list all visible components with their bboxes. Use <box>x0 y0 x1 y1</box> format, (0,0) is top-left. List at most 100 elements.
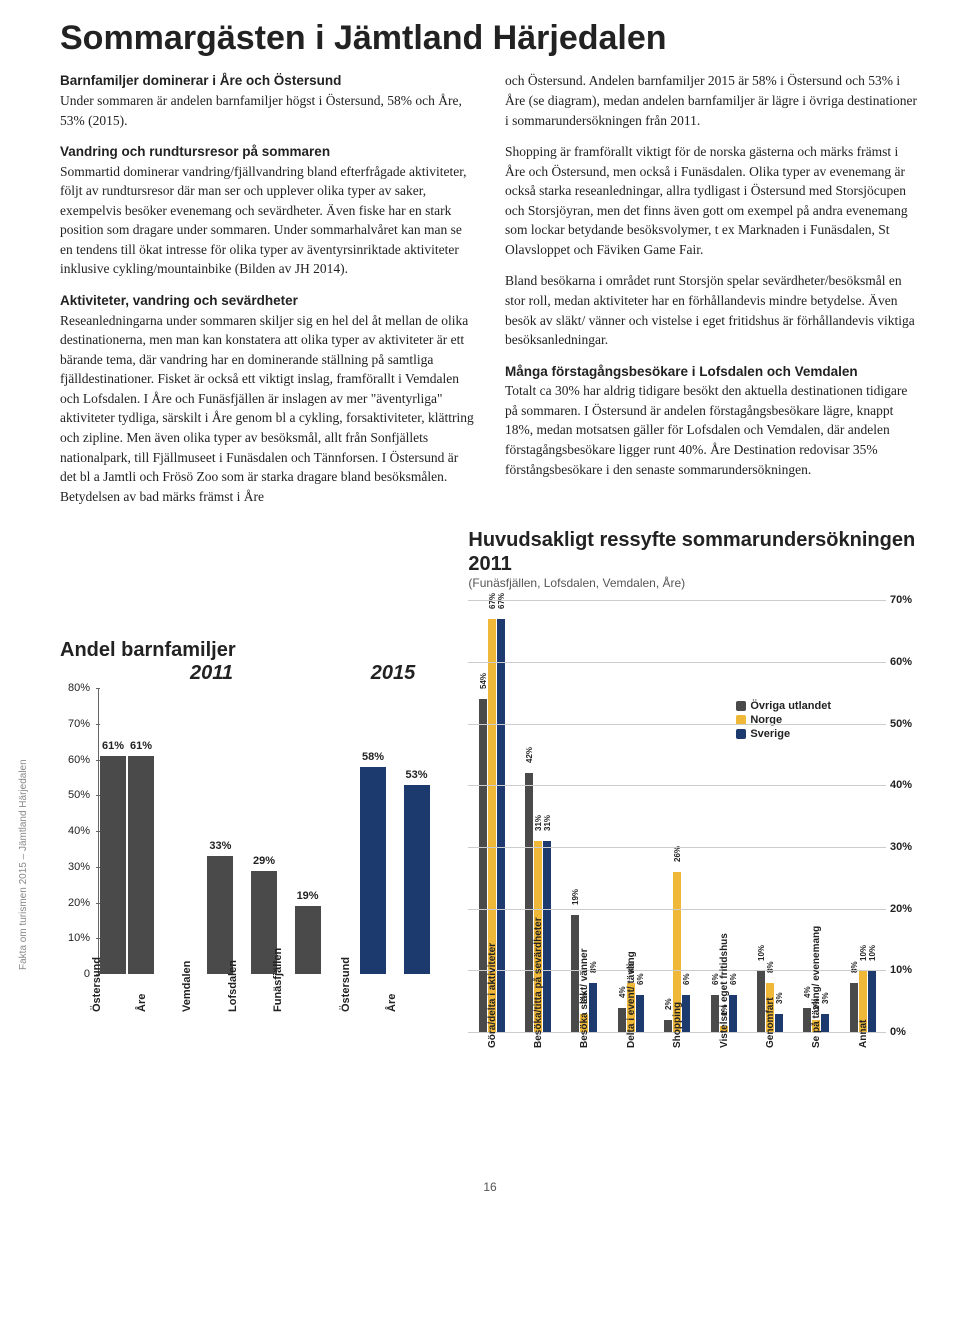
chart2-ytick-label: 60% <box>890 656 912 668</box>
legend-swatch <box>736 729 746 739</box>
chart1-year-labels: 20112015 <box>98 662 438 686</box>
chart2-ytick-label: 50% <box>890 718 912 730</box>
chart2-xlabel: Annat <box>858 1038 869 1048</box>
para-r1: och Östersund. Andelen barnfamiljer 2015… <box>505 71 920 130</box>
chart1-ylabels: 010%20%30%40%50%60%70%80% <box>60 688 94 974</box>
chart2-bar: 31% <box>543 841 551 1032</box>
lead-rest: Under sommaren är andelen barnfamiljer h… <box>60 93 462 128</box>
p3-bold: Aktiviteter, vandring och sevärdheter <box>60 293 298 308</box>
chart2-bar-label: 6% <box>636 974 645 986</box>
chart2-ytick-label: 0% <box>890 1026 906 1038</box>
chart1-ytick-label: 80% <box>68 682 90 694</box>
chart1-ytick-label: 20% <box>68 897 90 909</box>
chart1-ytick-label: 0 <box>84 968 90 980</box>
chart2-ytick-label: 10% <box>890 964 912 976</box>
legend-item: Övriga utlandet <box>736 700 831 712</box>
page-number: 16 <box>60 1180 920 1194</box>
chart2-group: 10%8%3% <box>747 600 793 1032</box>
chart1-bar: 19% <box>295 906 321 974</box>
legend-item: Sverige <box>736 728 831 740</box>
chart2-bar-label: 42% <box>525 747 534 763</box>
p2-bold: Vandring och rundtursresor på sommaren <box>60 144 330 159</box>
chart1-bar-label: 29% <box>253 855 275 867</box>
chart1-bar: 53% <box>404 785 430 974</box>
para-3: Aktiviteter, vandring och sevärdheter Re… <box>60 291 475 506</box>
chart2-xlabel: Shopping <box>672 1038 683 1048</box>
p3-rest: Reseanledningarna under sommaren skiljer… <box>60 313 474 504</box>
chart2-legend: Övriga utlandetNorgeSverige <box>736 700 831 742</box>
chart1-bar: 61% <box>100 756 126 974</box>
chart2-group: 2%26%6% <box>654 600 700 1032</box>
lead-bold: Barnfamiljer dominerar i Åre och Östersu… <box>60 73 341 88</box>
chart1-ytick-label: 40% <box>68 825 90 837</box>
p2-rest: Sommartid dominerar vandring/fjällvandri… <box>60 164 467 277</box>
chart2-bar: 6% <box>682 995 690 1032</box>
chart2-bar: 3% <box>821 1014 829 1033</box>
chart1-plotarea: 61%61%33%29%19%58%53% <box>98 688 438 974</box>
p4-bold: Många förstagångsbesökare i Lofsdalen oc… <box>505 364 858 379</box>
chart1-bar: 33% <box>207 856 233 974</box>
chart2-xlabel: Se på tävling/ evenemang <box>811 1038 822 1048</box>
chart1-group: 19% <box>286 688 330 974</box>
chart2-bar-label: 31% <box>543 815 552 831</box>
chart1-title: Andel barnfamiljer <box>60 638 438 662</box>
chart2-bar-label: 31% <box>534 815 543 831</box>
chart2-bar-label: 10% <box>868 944 877 960</box>
chart1-ytick-label: 50% <box>68 789 90 801</box>
chart2-bar-label: 26% <box>673 846 682 862</box>
chart-families: Andel barnfamiljer 20112015 010%20%30%40… <box>60 528 438 1080</box>
chart2-bar-label: 19% <box>571 889 580 905</box>
chart1-bar: 58% <box>360 767 386 974</box>
chart2-bars: 54%67%67%42%31%31%19%3%8%4%8%6%2%26%6%6%… <box>468 600 886 1032</box>
chart1-xlabel: Åre <box>386 1000 446 1012</box>
chart1-bar-label: 61% <box>130 740 152 752</box>
para-r3: Bland besökarna i området runt Storsjön … <box>505 271 920 349</box>
charts-row: Andel barnfamiljer 20112015 010%20%30%40… <box>60 528 920 1080</box>
chart2-xlabel: Delta i event/ tävling <box>626 1038 637 1048</box>
page-title: Sommargästen i Jämtland Härjedalen <box>60 20 920 57</box>
chart2-xlabel: Genomfart <box>765 1038 776 1048</box>
chart2-bar-label: 10% <box>859 944 868 960</box>
chart2-ylabels: 0%10%20%30%40%50%60%70% <box>886 600 920 1032</box>
chart1-group: 33% <box>199 688 243 974</box>
side-label: Fakta om turismen 2015 – Jämtland Härjed… <box>18 759 29 970</box>
chart2-bar: 8% <box>850 983 858 1032</box>
chart1-year-2015: 2015 <box>348 662 439 686</box>
text-columns: Barnfamiljer dominerar i Åre och Östersu… <box>60 71 920 518</box>
chart2-xlabel: Besöka/titta på sevärdheter <box>533 1038 544 1048</box>
chart1-ytick-label: 10% <box>68 932 90 944</box>
chart2-bar: 3% <box>775 1014 783 1033</box>
chart2-bar: 6% <box>636 995 644 1032</box>
chart1-bar-label: 19% <box>297 890 319 902</box>
chart2-ytick-label: 70% <box>890 594 912 606</box>
para-r4: Många förstagångsbesökare i Lofsdalen oc… <box>505 362 920 479</box>
legend-label: Övriga utlandet <box>750 700 831 712</box>
chart1-group <box>155 688 199 974</box>
chart1-bar-label: 58% <box>362 751 384 763</box>
chart2-bar: 54% <box>479 699 487 1032</box>
chart1-plot: 20112015 010%20%30%40%50%60%70%80% 61%61… <box>60 662 438 1002</box>
para-2: Vandring och rundtursresor på sommaren S… <box>60 142 475 279</box>
chart2-bar-label: 6% <box>682 974 691 986</box>
chart2-bar: 42% <box>525 773 533 1032</box>
chart2-xlabel: Vistelse i eget fritidshus <box>719 1038 730 1048</box>
chart1-bar: 61% <box>128 756 154 974</box>
chart2-group: 8%10%10% <box>840 600 886 1032</box>
chart2-title: Huvudsakligt ressyfte sommarundersökning… <box>468 528 920 576</box>
chart1-bar-label: 53% <box>406 769 428 781</box>
chart1-ytick-label: 70% <box>68 718 90 730</box>
legend-swatch <box>736 701 746 711</box>
column-left: Barnfamiljer dominerar i Åre och Östersu… <box>60 71 475 518</box>
chart2-bar: 6% <box>711 995 719 1032</box>
chart1-group: 61%61% <box>99 688 155 974</box>
para-r2: Shopping är framförallt viktigt för de n… <box>505 142 920 259</box>
chart2-bar-label: 54% <box>479 673 488 689</box>
chart1-group: 58% <box>351 688 395 974</box>
chart2-xlabels: Göra/delta i aktiviteterBesöka/titta på … <box>468 1038 886 1128</box>
chart2-bar-label: 10% <box>757 944 766 960</box>
chart2-plot: 54%67%67%42%31%31%19%3%8%4%8%6%2%26%6%6%… <box>468 600 920 1080</box>
chart1-group: 29% <box>242 688 286 974</box>
chart2-bar: 10% <box>868 971 876 1033</box>
legend-label: Sverige <box>750 728 790 740</box>
chart1-group: 53% <box>395 688 439 974</box>
